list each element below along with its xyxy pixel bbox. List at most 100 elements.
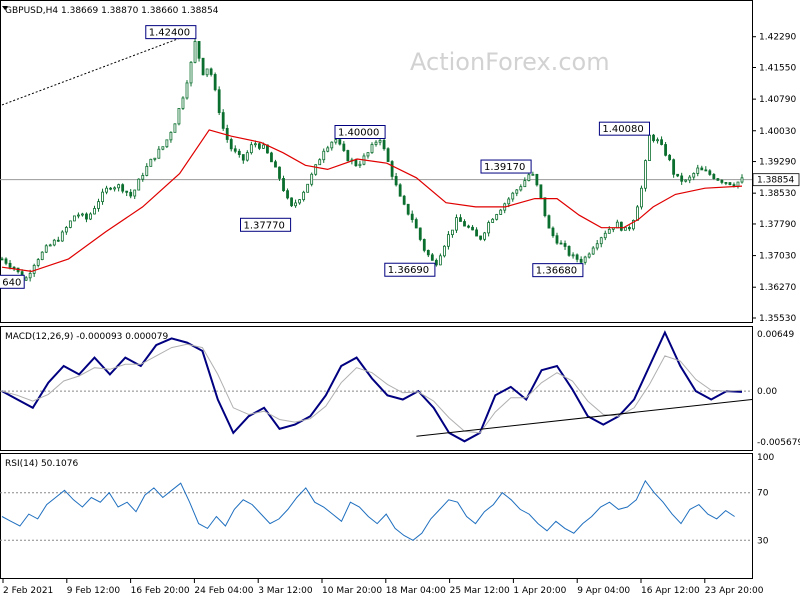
candle-body (64, 227, 68, 233)
price-annotation-box (598, 121, 651, 136)
candle (314, 164, 318, 176)
candle-body (390, 161, 394, 177)
candle-body (225, 127, 229, 140)
candle (587, 252, 591, 259)
candle (740, 174, 744, 184)
x-tick-label: 3 Mar 12:00 (258, 586, 313, 596)
candle (708, 169, 712, 176)
symbol-dropdown-icon[interactable] (2, 6, 8, 10)
macd-panel (0, 326, 753, 451)
candle (89, 212, 92, 221)
candle-body (229, 139, 233, 150)
candle (125, 190, 129, 197)
candle (447, 231, 450, 250)
candle-body (370, 144, 374, 154)
price-annotation-box (384, 262, 436, 277)
candle-body (173, 123, 177, 133)
candle (442, 245, 446, 258)
candle-body (410, 213, 414, 220)
candle-body (109, 187, 112, 190)
candle (149, 158, 153, 167)
candle-body (716, 178, 720, 181)
candle (197, 41, 201, 62)
candle-body (354, 159, 358, 167)
candle (398, 183, 402, 197)
candle (571, 252, 575, 259)
candle-body (181, 97, 185, 109)
candle (105, 185, 108, 195)
candle-body (619, 221, 623, 231)
candle (245, 150, 249, 162)
macd-y-tick-label: -0.005679 (757, 438, 800, 448)
price-annotation-box (532, 263, 584, 278)
price-y-tick-label: 1.42290 (759, 33, 796, 43)
candle-body (599, 237, 603, 245)
candle (672, 158, 676, 178)
candle (241, 154, 245, 164)
candle (44, 244, 48, 254)
candle-body (8, 262, 12, 268)
candle (342, 141, 346, 153)
rsi-y-tick-label: 100 (757, 453, 774, 463)
x-tick-label: 1 Apr 20:00 (513, 586, 566, 596)
candle (467, 224, 470, 229)
candle-body (406, 203, 410, 215)
candle-body (583, 256, 587, 263)
candle-body (374, 141, 378, 145)
candle-body (125, 190, 129, 193)
candle-body (636, 206, 639, 221)
candle (97, 198, 100, 212)
candle (72, 215, 76, 222)
candle (189, 61, 193, 87)
candle-body (85, 213, 88, 220)
candle (627, 225, 631, 232)
candle-body (101, 191, 104, 203)
candle-body (334, 139, 338, 143)
candle-body (394, 176, 398, 186)
candle (318, 158, 322, 166)
x-tick-label: 18 Mar 04:00 (386, 586, 446, 596)
macd-trendline (416, 398, 753, 437)
candle-body (249, 144, 253, 154)
candle-body (523, 180, 527, 188)
candle (527, 173, 531, 182)
candle-body (551, 227, 555, 237)
candle-body (378, 139, 382, 143)
candle (660, 136, 663, 146)
candle (575, 253, 579, 263)
candle-body (603, 232, 607, 239)
price-y-tick-label: 1.36270 (759, 283, 796, 293)
candle (430, 253, 434, 261)
candle (77, 212, 80, 219)
candle (519, 184, 523, 192)
candle-body (298, 199, 302, 204)
candle (390, 160, 394, 180)
candle-body (97, 201, 100, 209)
candle-body (330, 141, 334, 149)
candle-body (438, 255, 442, 266)
candle-body (233, 148, 237, 152)
candle (165, 139, 169, 149)
candle-body (326, 147, 330, 152)
candle (181, 96, 185, 111)
price-annotation-label: 1.36690 (388, 265, 429, 276)
x-tick-label: 16 Feb 20:00 (131, 586, 190, 596)
candle (64, 225, 68, 235)
candle (680, 172, 684, 185)
candle-body (595, 243, 599, 249)
candle (101, 188, 104, 205)
candle (438, 253, 442, 266)
candle (704, 166, 708, 172)
candle (161, 146, 165, 151)
candle (700, 165, 704, 171)
candle (330, 141, 334, 151)
candle (410, 210, 414, 223)
candle-body (632, 219, 635, 230)
candle (451, 229, 454, 238)
candle-body (237, 150, 241, 155)
candle (249, 141, 253, 155)
candle (535, 173, 539, 187)
candle (523, 177, 527, 188)
candle-body (77, 214, 80, 217)
